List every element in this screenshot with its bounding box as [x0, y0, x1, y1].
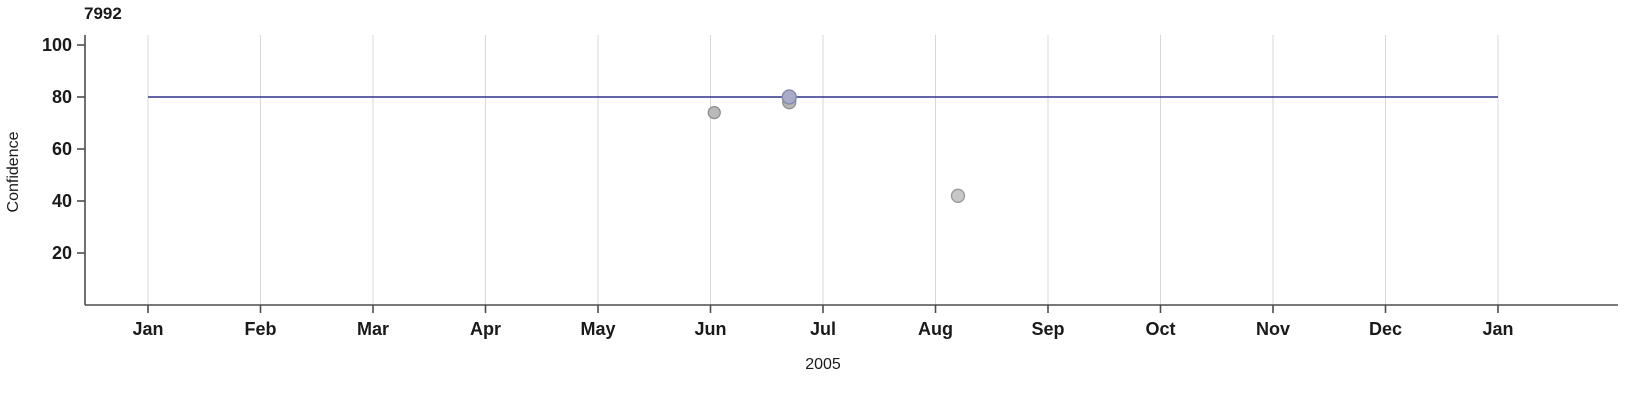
x-tick-label: Apr	[470, 319, 501, 339]
x-tick-label: Nov	[1256, 319, 1290, 339]
x-tick-label: Dec	[1369, 319, 1402, 339]
x-tick-label: Jul	[810, 319, 836, 339]
chart-title: 7992	[84, 4, 122, 23]
x-tick-label: Feb	[244, 319, 276, 339]
data-point	[950, 188, 966, 203]
y-tick-label: 40	[52, 191, 72, 211]
x-tick-label: Aug	[918, 319, 953, 339]
x-tick-label: Oct	[1145, 319, 1175, 339]
x-tick-label: Jan	[1482, 319, 1513, 339]
y-tick-label: 20	[52, 243, 72, 263]
y-tick-label: 100	[42, 35, 72, 55]
x-tick-label: Jan	[132, 319, 163, 339]
x-tick-label: Sep	[1031, 319, 1064, 339]
y-tick-label: 60	[52, 139, 72, 159]
data-point	[781, 89, 797, 105]
x-tick-label: May	[580, 319, 615, 339]
x-axis-title: 2005	[805, 356, 841, 373]
y-tick-label: 80	[52, 87, 72, 107]
x-tick-label: Jun	[694, 319, 726, 339]
x-tick-label: Mar	[357, 319, 389, 339]
data-point	[707, 105, 721, 120]
y-axis-title: Confidence	[5, 131, 22, 213]
